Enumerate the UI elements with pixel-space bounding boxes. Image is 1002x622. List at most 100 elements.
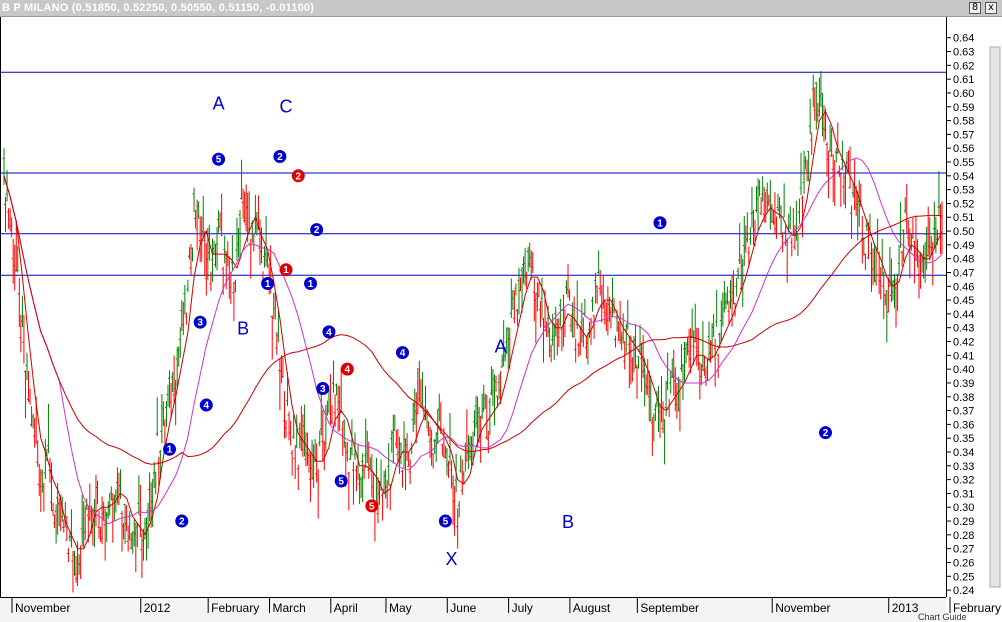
chart-grid: [0, 17, 946, 597]
y-tick-label: 0.31: [953, 488, 974, 500]
y-tick-label: 0.52: [953, 198, 974, 210]
y-tick-label: 0.54: [953, 171, 974, 183]
y-tick-label: 0.56: [953, 143, 974, 155]
x-tick-label: August: [573, 601, 611, 615]
x-tick-label: May: [389, 601, 412, 615]
price-bars: [2, 71, 943, 593]
wave-marker: [334, 474, 348, 488]
y-tick-label: 0.39: [953, 378, 974, 390]
y-tick-label: 0.35: [953, 433, 974, 445]
moving-averages: [3, 110, 943, 550]
x-tick-label: 2012: [144, 601, 171, 615]
wave-marker: [322, 325, 336, 339]
wave-marker-label: 1: [657, 218, 663, 229]
y-tick-label: 0.53: [953, 185, 974, 197]
wave-marker: [199, 398, 213, 412]
ma-mid-line: [3, 157, 943, 525]
wave-marker: [163, 442, 177, 456]
wave-marker-label: 5: [216, 155, 222, 166]
close-button[interactable]: x: [985, 2, 997, 14]
y-tick-label: 0.61: [953, 74, 974, 86]
y-tick-label: 0.63: [953, 47, 974, 59]
x-axis: November 2012 February March April May June Jul…: [0, 597, 1001, 622]
wave-marker-label: 2: [277, 152, 283, 163]
y-tick-label: 0.48: [953, 254, 974, 266]
y-tick-label: 0.41: [953, 350, 974, 362]
wave-marker-label: 5: [338, 477, 344, 488]
restore-button[interactable]: 8: [969, 2, 981, 14]
y-tick-label: 0.37: [953, 406, 974, 418]
chart-guide-label: Chart Guide: [918, 612, 967, 622]
y-tick-label: 0.32: [953, 475, 974, 487]
y-tick-label: 0.57: [953, 129, 974, 141]
wave-marker-label: 5: [443, 517, 449, 528]
y-tick-label: 0.50: [953, 226, 974, 238]
wave-label: A: [495, 337, 507, 357]
y-tick-label: 0.59: [953, 102, 974, 114]
wave-marker: [340, 362, 354, 376]
wave-marker-label: 1: [167, 445, 173, 456]
y-tick-label: 0.25: [953, 571, 974, 583]
y-tick-label: 0.64: [953, 33, 974, 45]
wave-marker-label: 2: [295, 171, 301, 182]
x-tick-label: 2013: [892, 601, 919, 615]
wave-marker: [291, 169, 305, 183]
x-tick-label: February: [953, 601, 1001, 615]
y-tick-label: 0.46: [953, 281, 974, 293]
y-tick-label: 0.49: [953, 240, 974, 252]
wave-marker: [175, 514, 189, 528]
wave-marker-label: 5: [369, 501, 375, 512]
y-tick-label: 0.24: [953, 585, 974, 597]
wave-marker: [395, 346, 409, 360]
wave-marker-label: 3: [197, 318, 203, 329]
x-tick-label: November: [775, 601, 830, 615]
window-titlebar: B P MILANO (0.51850, 0.52250, 0.50550, 0…: [0, 0, 1002, 17]
scroll-track: [989, 46, 1001, 588]
wave-marker-label: 3: [320, 384, 326, 395]
y-tick-label: 0.36: [953, 419, 974, 431]
wave-label: B: [237, 319, 249, 339]
y-tick-label: 0.42: [953, 337, 974, 349]
wave-marker-label: 2: [314, 225, 320, 236]
wave-marker: [365, 499, 379, 513]
y-tick-label: 0.28: [953, 530, 974, 542]
wave-marker-label: 1: [265, 279, 271, 290]
y-tick-label: 0.43: [953, 323, 974, 335]
x-tick-label: November: [15, 601, 70, 615]
y-tick-label: 0.44: [953, 309, 974, 321]
wave-marker-label: 1: [308, 279, 314, 290]
x-tick-label: March: [272, 601, 305, 615]
y-tick-label: 0.45: [953, 295, 974, 307]
wave-marker: [438, 514, 452, 528]
wave-label: C: [280, 96, 293, 116]
ma-long-line: [3, 175, 943, 465]
wave-marker: [193, 315, 207, 329]
y-tick-label: 0.33: [953, 461, 974, 473]
wave-label: X: [446, 549, 458, 569]
y-tick-label: 0.62: [953, 60, 974, 72]
wave-marker-label: 4: [326, 327, 332, 338]
y-tick-label: 0.26: [953, 557, 974, 569]
wave-marker-label: 2: [823, 428, 829, 439]
x-tick-label: April: [334, 601, 358, 615]
wave-marker: [261, 277, 275, 291]
x-tick-label: July: [512, 601, 533, 615]
wave-marker-label: 1: [283, 265, 289, 276]
y-tick-label: 0.55: [953, 157, 974, 169]
wave-marker: [273, 149, 287, 163]
y-tick-label: 0.58: [953, 116, 974, 128]
wave-marker-label: 4: [345, 365, 351, 376]
y-tick-label: 0.40: [953, 364, 974, 376]
wave-marker: [304, 277, 318, 291]
wave-marker: [279, 263, 293, 277]
wave-label: A: [213, 94, 225, 114]
price-chart[interactable]: ACBAXBCBabA522211134412344555134212 0.24…: [0, 17, 1002, 622]
y-tick-label: 0.38: [953, 392, 974, 404]
wave-marker: [819, 426, 833, 440]
x-tick-label: June: [450, 601, 476, 615]
wave-marker: [316, 381, 330, 395]
plot-background: [0, 17, 946, 597]
wave-marker: [212, 152, 226, 166]
x-tick-label: September: [640, 601, 699, 615]
wave-marker-label: 4: [400, 348, 406, 359]
